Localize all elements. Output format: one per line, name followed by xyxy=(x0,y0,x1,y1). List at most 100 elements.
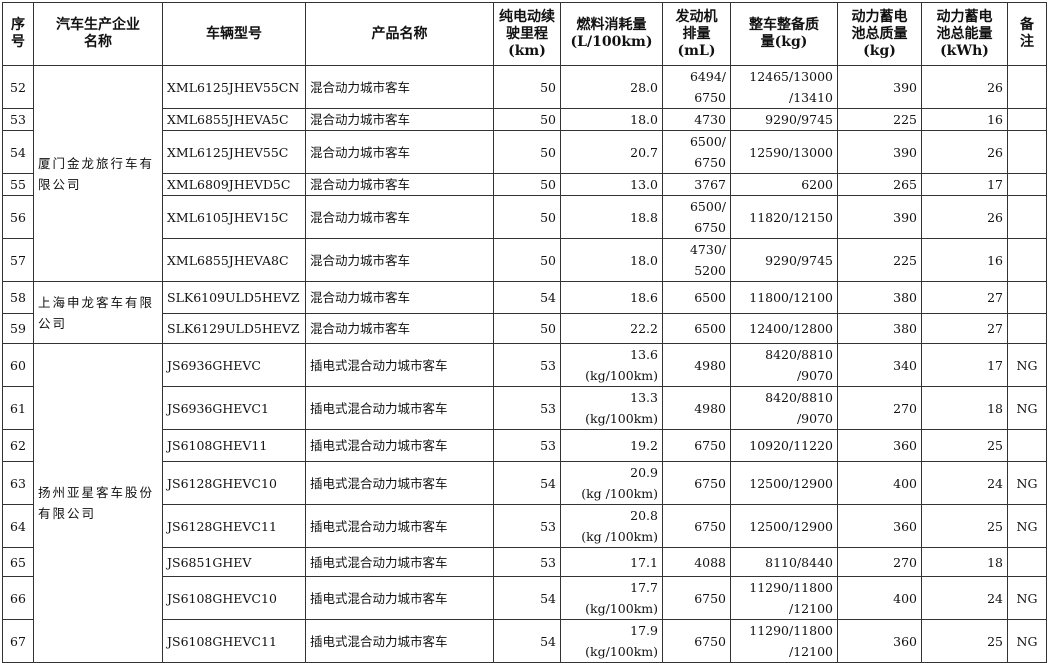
header-fuel: 燃料消耗量(L/100km) xyxy=(560,2,663,66)
product-name: 混合动力城市客车 xyxy=(305,173,494,196)
note xyxy=(1007,429,1047,462)
battery-mass: 400 xyxy=(837,461,922,505)
battery-energy: 24 xyxy=(921,576,1008,620)
row-number: 59 xyxy=(2,313,34,344)
row-number: 64 xyxy=(2,504,34,548)
row-number: 65 xyxy=(2,547,34,577)
table-row: 61 JS6936GHEVC1 插电式混合动力城市客车 53 13.3 (kg/100k… xyxy=(2,386,1047,430)
fuel-consumption: 18.0 xyxy=(560,108,663,131)
engine-displacement: 6750 xyxy=(662,576,731,620)
battery-mass: 400 xyxy=(837,576,922,620)
curb-mass: 12400/12800 xyxy=(730,313,838,344)
battery-energy: 26 xyxy=(921,65,1008,109)
table-row: 52 厦门金龙旅行车有限公司 XML6125JHEV55CN 混合动力城市客车 50 28… xyxy=(2,65,1047,282)
electric-range: 50 xyxy=(493,130,561,174)
battery-mass: 390 xyxy=(837,195,922,239)
fuel-consumption: 18.8 xyxy=(560,195,663,239)
engine-displacement: 6500/ 6750 xyxy=(662,130,731,174)
engine-displacement: 6750 xyxy=(662,619,731,663)
row-number: 54 xyxy=(2,130,34,174)
header-battery-mass: 动力蓄电池总质量(kg) xyxy=(837,2,922,66)
vehicle-model: JS6851GHEV xyxy=(162,547,306,577)
table-row: 58 上海申龙客车有限公司 SLK6109ULD5HEVZ 混合动力城市客车 54 18.… xyxy=(2,281,1047,344)
product-name: 插电式混合动力城市客车 xyxy=(305,619,494,663)
battery-energy: 26 xyxy=(921,195,1008,239)
engine-displacement: 4980 xyxy=(662,386,731,430)
battery-energy: 16 xyxy=(921,238,1008,282)
vehicle-model: XML6125JHEV55CN xyxy=(162,65,306,109)
vehicle-model: XML6855JHEVA5C xyxy=(162,108,306,131)
fuel-consumption: 20.7 xyxy=(560,130,663,174)
header-battery-energy: 动力蓄电池总能量(kWh) xyxy=(921,2,1008,66)
vehicle-model: JS6108GHEVC11 xyxy=(162,619,306,663)
engine-displacement: 4980 xyxy=(662,343,731,387)
vehicle-model: JS6108GHEV11 xyxy=(162,429,306,462)
fuel-consumption: 17.1 xyxy=(560,547,663,577)
fuel-consumption: 13.6 (kg/100km) xyxy=(560,343,663,387)
note xyxy=(1007,130,1047,174)
battery-energy: 26 xyxy=(921,130,1008,174)
engine-displacement: 6500 xyxy=(662,281,731,314)
vehicle-model: JS6936GHEVC1 xyxy=(162,386,306,430)
curb-mass: 8420/8810 /9070 xyxy=(730,343,838,387)
vehicle-model: XML6809JHEVD5C xyxy=(162,173,306,196)
battery-energy: 18 xyxy=(921,386,1008,430)
engine-displacement: 6750 xyxy=(662,461,731,505)
battery-mass: 360 xyxy=(837,619,922,663)
curb-mass: 6200 xyxy=(730,173,838,196)
product-name: 插电式混合动力城市客车 xyxy=(305,547,494,577)
engine-displacement: 4730/ 5200 xyxy=(662,238,731,282)
electric-range: 53 xyxy=(493,386,561,430)
vehicle-model: JS6936GHEVC xyxy=(162,343,306,387)
engine-displacement: 4730 xyxy=(662,108,731,131)
curb-mass: 12500/12900 xyxy=(730,461,838,505)
company-name: 上海申龙客车有限公司 xyxy=(33,281,163,344)
product-name: 混合动力城市客车 xyxy=(305,130,494,174)
product-name: 插电式混合动力城市客车 xyxy=(305,461,494,505)
battery-mass: 340 xyxy=(837,343,922,387)
vehicle-model: SLK6129ULD5HEVZ xyxy=(162,313,306,344)
battery-energy: 27 xyxy=(921,281,1008,314)
electric-range: 53 xyxy=(493,429,561,462)
note xyxy=(1007,238,1047,282)
note: NG xyxy=(1007,619,1047,663)
electric-range: 53 xyxy=(493,343,561,387)
battery-mass: 270 xyxy=(837,547,922,577)
row-number: 57 xyxy=(2,238,34,282)
curb-mass: 11820/12150 xyxy=(730,195,838,239)
note: NG xyxy=(1007,461,1047,505)
fuel-consumption: 13.0 xyxy=(560,173,663,196)
table-row: 63 JS6128GHEVC10 插电式混合动力城市客车 54 20.9 (kg /10… xyxy=(2,461,1047,505)
electric-range: 54 xyxy=(493,281,561,314)
vehicle-model: XML6105JHEV15C xyxy=(162,195,306,239)
battery-mass: 380 xyxy=(837,313,922,344)
note xyxy=(1007,65,1047,109)
battery-energy: 17 xyxy=(921,343,1008,387)
electric-range: 50 xyxy=(493,195,561,239)
vehicle-model: SLK6109ULD5HEVZ xyxy=(162,281,306,314)
product-name: 插电式混合动力城市客车 xyxy=(305,429,494,462)
curb-mass: 9290/9745 xyxy=(730,108,838,131)
row-number: 62 xyxy=(2,429,34,462)
fuel-consumption: 18.6 xyxy=(560,281,663,314)
battery-mass: 225 xyxy=(837,238,922,282)
battery-energy: 24 xyxy=(921,461,1008,505)
header-engine: 发动机排量(mL) xyxy=(662,2,731,66)
battery-energy: 16 xyxy=(921,108,1008,131)
product-name: 插电式混合动力城市客车 xyxy=(305,386,494,430)
vehicle-model: XML6855JHEVA8C xyxy=(162,238,306,282)
curb-mass: 8420/8810 /9070 xyxy=(730,386,838,430)
engine-displacement: 6750 xyxy=(662,429,731,462)
battery-mass: 390 xyxy=(837,130,922,174)
row-number: 56 xyxy=(2,195,34,239)
note xyxy=(1007,195,1047,239)
product-name: 插电式混合动力城市客车 xyxy=(305,576,494,620)
product-name: 混合动力城市客车 xyxy=(305,108,494,131)
table-row: 56 XML6105JHEV15C 混合动力城市客车 50 18.8 6500/ 6750… xyxy=(2,195,1047,239)
table-row: 66 JS6108GHEVC10 插电式混合动力城市客车 54 17.7 (kg/100… xyxy=(2,576,1047,620)
fuel-consumption: 13.3 (kg/100km) xyxy=(560,386,663,430)
table-row: 60 扬州亚星客车股份有限公司 JS6936GHEVC 插电式混合动力城市客车 53 13… xyxy=(2,343,1047,663)
battery-energy: 27 xyxy=(921,313,1008,344)
electric-range: 50 xyxy=(493,108,561,131)
battery-energy: 25 xyxy=(921,619,1008,663)
